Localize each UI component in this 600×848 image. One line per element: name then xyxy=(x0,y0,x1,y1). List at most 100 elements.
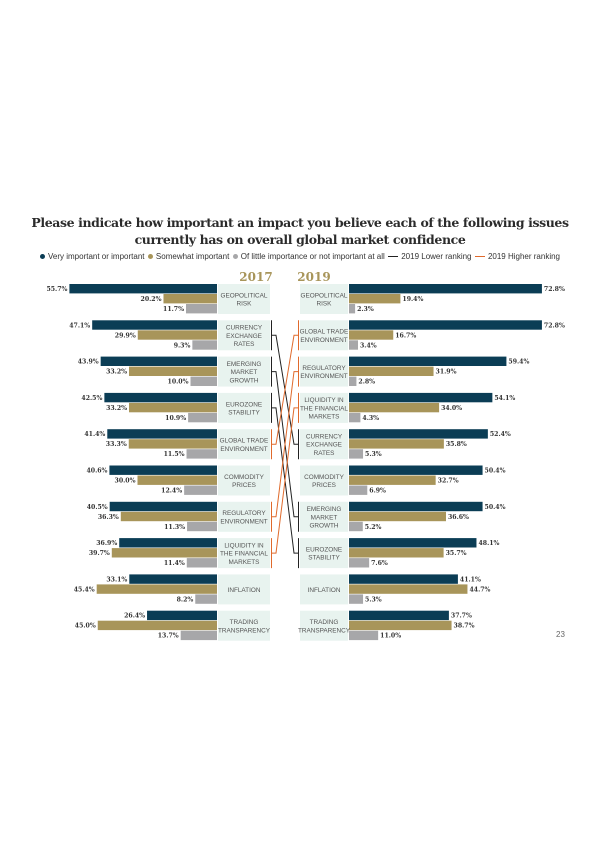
bar-2019 xyxy=(349,412,361,423)
value-label-2019: 16.7% xyxy=(395,332,416,339)
category-label: COMMODITY xyxy=(224,474,264,481)
value-label-2017: 36.9% xyxy=(96,540,117,547)
value-label-2019: 5.3% xyxy=(365,596,382,603)
bar-2019 xyxy=(349,558,370,568)
value-label-2019: 72.8% xyxy=(544,322,565,329)
bar-2019 xyxy=(349,620,452,631)
bar-2017 xyxy=(96,584,217,594)
bar-2019 xyxy=(349,449,364,459)
category-label: STABILITY xyxy=(308,555,340,562)
bar-2017 xyxy=(97,620,217,631)
category-label: ENVIRONMENT xyxy=(300,373,347,380)
bar-2017 xyxy=(190,376,217,386)
bar-2019 xyxy=(349,392,493,403)
value-label-2019: 72.8% xyxy=(544,286,565,293)
value-label-2019: 32.7% xyxy=(438,478,459,485)
category-label-box xyxy=(218,284,270,314)
value-label-2017: 11.5% xyxy=(164,451,185,458)
legend-dot-icon xyxy=(40,254,45,259)
bar-2019 xyxy=(349,584,468,594)
bar-2017 xyxy=(186,449,217,459)
category-label-box xyxy=(300,465,348,496)
category-label: CURRENCY xyxy=(306,434,343,441)
bar-2019 xyxy=(349,538,477,548)
value-label-2017: 8.2% xyxy=(177,596,194,603)
category-label-box xyxy=(218,320,270,351)
category-label: GROWTH xyxy=(229,377,258,384)
bar-2019 xyxy=(349,610,449,621)
category-label: THE FINANCIAL xyxy=(300,405,348,412)
category-label: EXCHANGE xyxy=(226,333,262,340)
value-label-2017: 10.9% xyxy=(165,415,186,422)
category-label: MARKETS xyxy=(229,559,260,566)
bar-2019 xyxy=(349,330,394,340)
category-label: GROWTH xyxy=(309,523,338,530)
bar-2017 xyxy=(180,630,217,641)
category-label: INFLATION xyxy=(228,587,261,594)
legend: Very important or important Somewhat imp… xyxy=(40,252,560,261)
bar-2017 xyxy=(185,304,217,314)
value-label-2017: 26.4% xyxy=(124,613,145,620)
value-label-2017: 30.0% xyxy=(115,478,136,485)
category-label: EXCHANGE xyxy=(306,442,342,449)
chart-title: Please indicate how important an impact … xyxy=(0,214,600,248)
category-label-box xyxy=(218,574,270,605)
legend-dot-icon xyxy=(232,254,238,259)
value-label-2017: 40.6% xyxy=(86,468,107,475)
category-label-box xyxy=(300,501,348,532)
value-label-2017: 36.3% xyxy=(98,514,119,521)
value-label-2019: 44.7% xyxy=(469,586,490,593)
value-label-2017: 11.4% xyxy=(164,560,185,567)
value-label-2017: 11.7% xyxy=(163,306,184,313)
bar-2017 xyxy=(107,429,217,439)
bar-2019 xyxy=(349,485,368,495)
bar-2017 xyxy=(69,284,218,294)
bar-2019 xyxy=(349,429,488,439)
rank-change-line xyxy=(271,371,299,518)
category-label: ENVIRONMENT xyxy=(220,518,267,525)
legend-label: Somewhat important xyxy=(155,252,230,261)
category-label: ENVIRONMENT xyxy=(300,337,347,344)
bar-2019 xyxy=(349,284,542,294)
legend-line-icon xyxy=(474,255,485,258)
category-label: ENVIRONMENT xyxy=(220,446,267,453)
bar-2019 xyxy=(349,402,440,413)
legend-lower-ranking: 2019 Lower ranking xyxy=(388,252,472,261)
value-label-2019: 31.9% xyxy=(436,369,457,376)
bar-2019 xyxy=(349,320,542,330)
category-label-box xyxy=(218,465,270,496)
value-label-2019: 35.8% xyxy=(446,441,467,448)
value-label-2017: 40.5% xyxy=(87,504,108,511)
title-line-2: currently has on overall global market c… xyxy=(134,232,466,247)
category-label: TRANSPARENCY xyxy=(218,627,271,634)
bar-2017 xyxy=(92,320,217,330)
value-label-2017: 33.1% xyxy=(106,576,127,583)
value-label-2017: 41.4% xyxy=(84,431,105,438)
bar-2019 xyxy=(349,294,401,304)
value-label-2017: 43.9% xyxy=(78,359,99,366)
category-label: GLOBAL TRADE xyxy=(220,438,269,445)
bar-2019 xyxy=(349,439,444,449)
value-label-2019: 11.0% xyxy=(380,633,401,640)
bar-2019 xyxy=(349,340,359,350)
category-label: THE FINANCIAL xyxy=(220,551,268,558)
category-label-box xyxy=(218,538,270,569)
value-label-2017: 45.4% xyxy=(74,586,95,593)
legend-line-icon xyxy=(388,255,399,258)
bar-2017 xyxy=(187,521,217,532)
value-label-2019: 4.3% xyxy=(362,415,379,422)
category-label-box xyxy=(218,429,270,460)
category-label: PRICES xyxy=(312,482,336,489)
legend-label: Of little importance or not important at… xyxy=(240,252,385,261)
bar-2017 xyxy=(109,465,217,475)
category-label: GLOBAL TRADE xyxy=(300,329,349,336)
bar-2019 xyxy=(349,304,356,314)
category-label-box xyxy=(300,429,348,460)
bar-2017 xyxy=(119,538,217,548)
category-label: PRICES xyxy=(232,482,256,489)
value-label-2017: 33.2% xyxy=(106,369,127,376)
year-2017-header: 2017 xyxy=(239,270,272,284)
value-label-2019: 2.3% xyxy=(357,306,374,313)
legend-somewhat-important: Somewhat important xyxy=(147,252,230,261)
category-label: RATES xyxy=(314,450,335,457)
